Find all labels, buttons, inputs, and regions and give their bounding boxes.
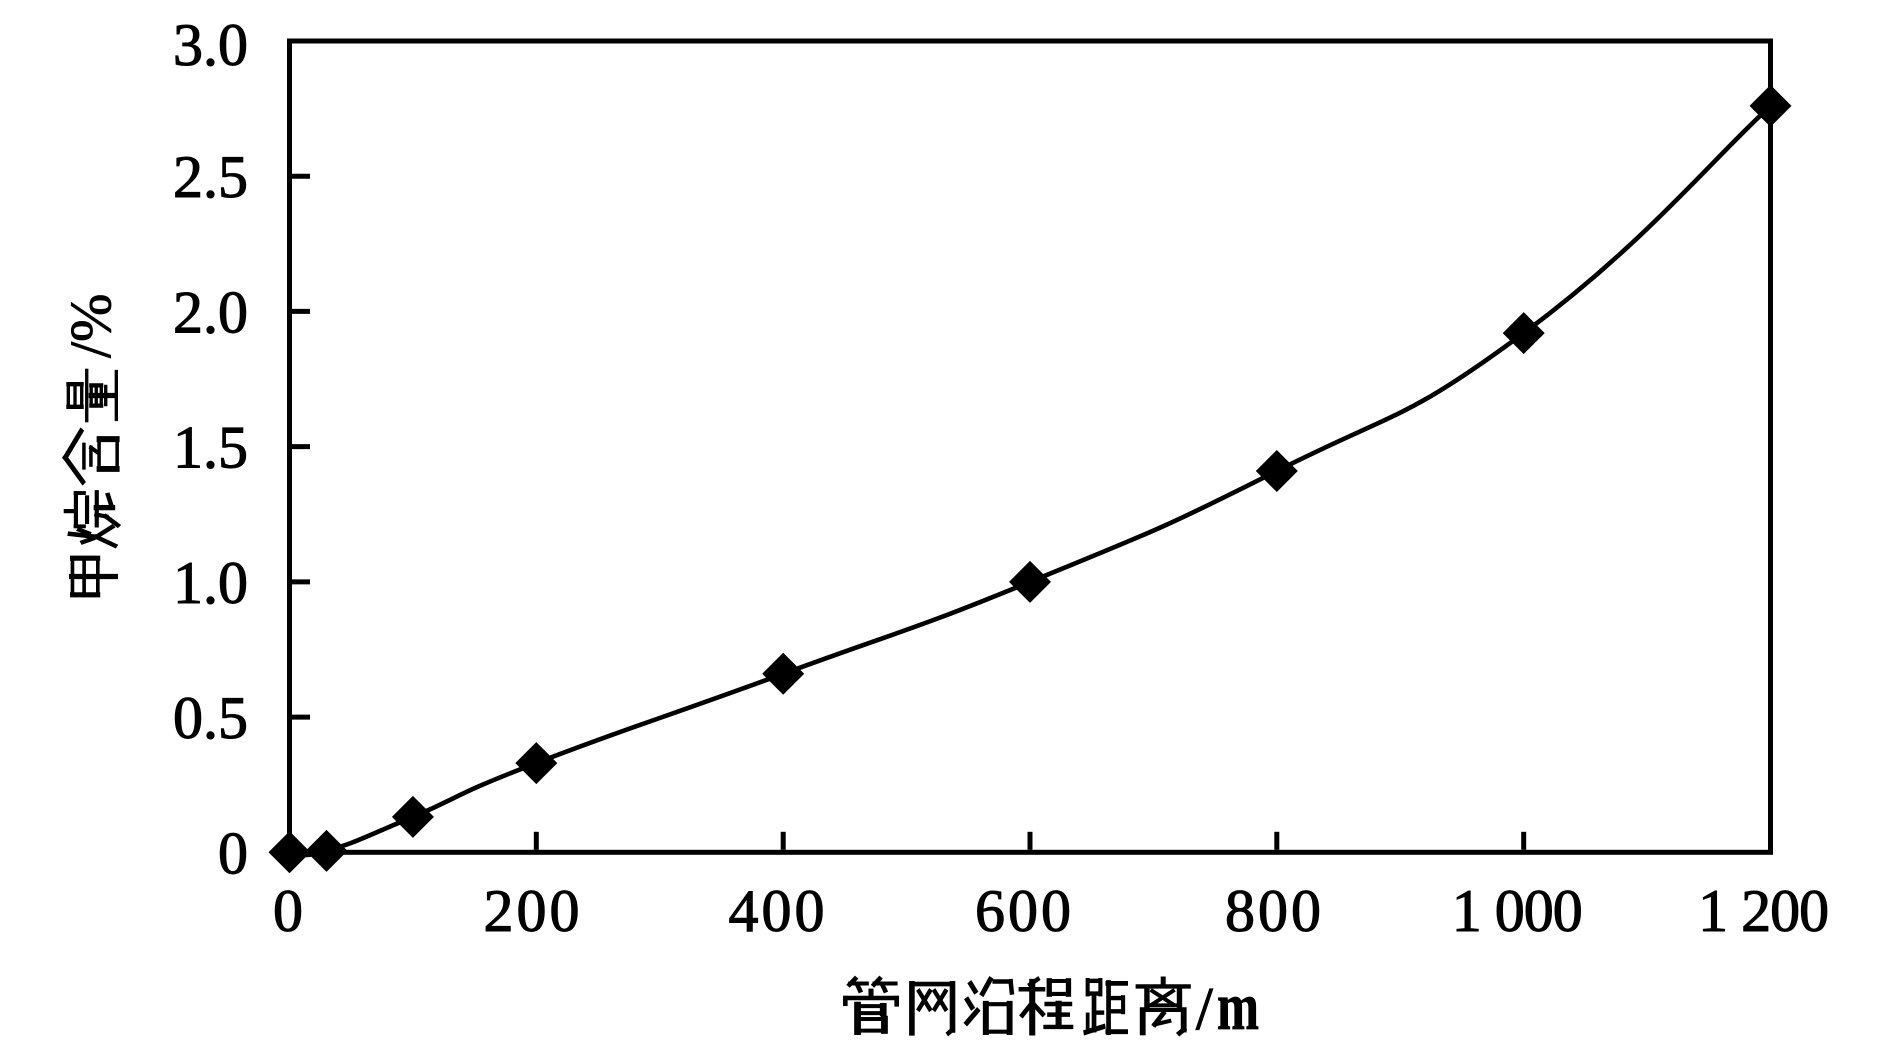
svg-text:200: 200: [484, 878, 580, 944]
svg-text:/%: /%: [58, 294, 123, 358]
svg-text:400: 400: [729, 878, 825, 944]
svg-text:1 000: 1 000: [1452, 878, 1583, 944]
svg-text:0: 0: [218, 820, 248, 886]
svg-text:1 200: 1 200: [1698, 878, 1829, 944]
svg-text:1.0: 1.0: [173, 550, 248, 616]
svg-text:m: m: [1217, 968, 1259, 1044]
svg-text:600: 600: [975, 878, 1071, 944]
svg-text:1.5: 1.5: [173, 415, 248, 481]
svg-text:800: 800: [1225, 878, 1321, 944]
svg-text:2.0: 2.0: [173, 279, 248, 345]
svg-text:0: 0: [273, 878, 303, 944]
svg-text:3.0: 3.0: [173, 12, 248, 78]
svg-text:2.5: 2.5: [173, 144, 248, 210]
svg-text:/: /: [1196, 976, 1213, 1042]
svg-text:0.5: 0.5: [173, 685, 248, 751]
